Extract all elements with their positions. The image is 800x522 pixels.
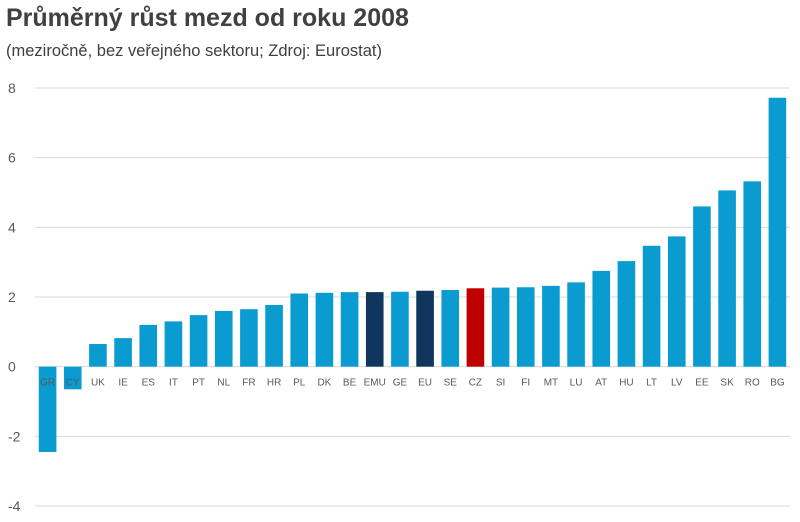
x-tick-label: CZ <box>469 378 482 389</box>
x-tick-label: ES <box>142 378 156 389</box>
y-tick-label: 8 <box>8 80 16 96</box>
bar-ge <box>391 291 409 367</box>
x-tick-label: EE <box>695 378 709 389</box>
y-tick-label: 2 <box>8 289 16 305</box>
x-tick-label: IT <box>169 378 178 389</box>
chart-subtitle: (meziročně, bez veřejného sektoru; Zdroj… <box>6 42 382 60</box>
bar-bg <box>768 97 787 367</box>
bar-ie <box>114 338 132 367</box>
y-tick-label: 4 <box>8 219 16 235</box>
bar-fr <box>240 309 258 367</box>
x-tick-label: HR <box>267 378 281 389</box>
gridlines <box>35 87 790 507</box>
bar-si <box>491 287 510 367</box>
bar-cy <box>63 366 82 390</box>
bar-dk <box>315 292 334 367</box>
y-tick-label: -2 <box>8 428 21 444</box>
x-tick-label: MT <box>544 378 558 389</box>
bar-at <box>592 270 611 367</box>
x-tick-label: LT <box>646 378 657 389</box>
bar-pt <box>189 315 208 367</box>
bar-lt <box>642 245 661 367</box>
bar-lv <box>667 236 686 367</box>
bar-gr <box>38 366 57 453</box>
x-tick-label: SE <box>444 378 458 389</box>
x-tick-label: SI <box>496 378 505 389</box>
x-tick-label: PT <box>192 378 205 389</box>
x-tick-label: CY <box>66 378 80 389</box>
labels: 8 6 4 2 0 -2 -4 GR CY UK IE ES IT PT NL FR HR PL DK BE EMU GE… <box>8 80 785 514</box>
x-tick-label: FR <box>242 378 255 389</box>
bar-sk <box>718 190 736 367</box>
bar-pl <box>290 293 309 367</box>
x-tick-label: BG <box>770 378 785 389</box>
bar-it <box>164 321 183 367</box>
bar-uk <box>89 344 107 367</box>
x-tick-label: GE <box>393 378 408 389</box>
y-tick-label: 6 <box>8 150 16 166</box>
bar-nl <box>214 310 233 367</box>
x-tick-label: IE <box>118 378 128 389</box>
x-tick-label: EMU <box>364 378 386 389</box>
bar-ee <box>693 206 711 367</box>
x-tick-label: NL <box>217 378 230 389</box>
bar-es <box>139 324 158 367</box>
bar-se <box>441 290 460 367</box>
x-tick-label: LU <box>570 378 583 389</box>
bar-hr <box>265 305 283 367</box>
bar-hu <box>617 261 636 367</box>
x-tick-label: BE <box>343 378 357 389</box>
bar-ro <box>743 181 762 367</box>
y-tick-label: -4 <box>8 498 21 514</box>
bar-cz <box>466 288 485 367</box>
x-tick-label: FI <box>521 378 530 389</box>
bar-eu <box>416 290 434 367</box>
x-tick-label: GR <box>40 378 55 389</box>
bar-emu <box>365 292 384 367</box>
x-tick-label: LV <box>671 378 683 389</box>
x-tick-label: PL <box>293 378 306 389</box>
chart-title: Průměrný růst mezd od roku 2008 <box>6 4 409 32</box>
x-tick-label: RO <box>745 378 760 389</box>
bar-be <box>340 292 359 367</box>
x-tick-label: SK <box>720 378 734 389</box>
x-tick-label: AT <box>595 378 607 389</box>
bar-mt <box>542 285 560 367</box>
bars <box>38 97 787 453</box>
x-tick-label: DK <box>317 378 331 389</box>
y-tick-label: 0 <box>8 359 16 375</box>
x-tick-label: EU <box>418 378 432 389</box>
x-tick-label: UK <box>91 378 105 389</box>
bar-lu <box>567 282 585 367</box>
bar-fi <box>516 287 535 367</box>
x-tick-label: HU <box>619 378 633 389</box>
